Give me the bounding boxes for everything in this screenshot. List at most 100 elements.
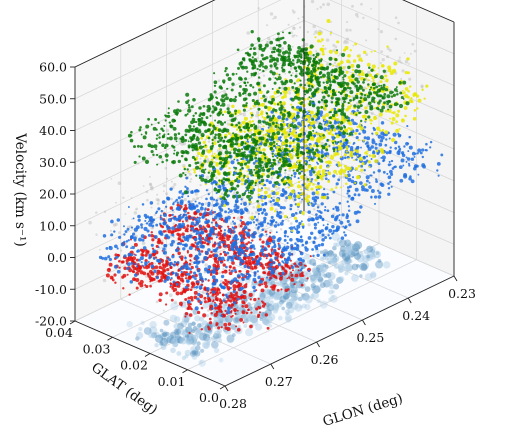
data-point bbox=[314, 116, 318, 119]
floor-intensity-mark bbox=[339, 239, 347, 248]
data-point bbox=[360, 72, 365, 77]
data-point bbox=[196, 209, 200, 213]
data-point bbox=[163, 213, 167, 218]
data-point bbox=[296, 224, 301, 229]
data-point bbox=[213, 198, 216, 201]
data-point bbox=[372, 150, 375, 153]
floor-intensity-mark bbox=[138, 326, 143, 332]
data-point bbox=[257, 188, 262, 192]
data-point bbox=[242, 251, 245, 255]
data-point bbox=[133, 238, 137, 242]
data-point bbox=[203, 286, 207, 290]
data-point bbox=[215, 236, 218, 239]
data-point bbox=[156, 240, 161, 245]
data-point bbox=[286, 264, 290, 269]
data-point bbox=[307, 189, 310, 192]
floor-intensity-mark bbox=[305, 271, 312, 278]
data-point bbox=[323, 90, 327, 94]
data-point bbox=[391, 137, 396, 143]
data-point bbox=[195, 227, 198, 231]
data-point bbox=[210, 288, 214, 292]
data-point bbox=[160, 241, 164, 245]
data-point bbox=[208, 211, 213, 216]
floor-intensity-mark bbox=[149, 326, 158, 335]
data-point bbox=[353, 104, 357, 108]
data-point bbox=[226, 258, 230, 262]
data-point bbox=[261, 196, 264, 199]
data-point bbox=[293, 175, 297, 178]
data-point bbox=[150, 185, 154, 189]
data-point bbox=[261, 304, 266, 308]
data-point bbox=[231, 256, 234, 260]
data-point bbox=[261, 252, 265, 256]
floor-intensity-mark bbox=[279, 283, 284, 287]
data-point bbox=[324, 119, 327, 122]
data-point bbox=[412, 116, 417, 121]
data-point bbox=[290, 271, 292, 274]
data-point bbox=[187, 305, 192, 310]
data-point bbox=[176, 261, 180, 264]
data-point bbox=[380, 183, 385, 188]
data-point bbox=[352, 44, 355, 47]
data-point bbox=[239, 208, 244, 213]
data-point bbox=[236, 327, 241, 332]
data-point bbox=[316, 206, 320, 209]
data-point bbox=[322, 3, 325, 7]
data-point bbox=[368, 66, 371, 70]
data-point bbox=[252, 257, 255, 261]
data-point bbox=[194, 217, 198, 221]
data-point bbox=[365, 87, 368, 90]
data-point bbox=[407, 71, 411, 75]
data-point bbox=[157, 207, 161, 211]
data-point bbox=[261, 200, 264, 203]
data-point bbox=[260, 97, 263, 100]
data-point bbox=[118, 266, 121, 269]
data-point bbox=[332, 231, 335, 235]
data-point bbox=[307, 269, 311, 272]
data-point bbox=[324, 226, 329, 230]
data-point bbox=[261, 301, 265, 304]
data-point bbox=[348, 121, 353, 126]
data-point bbox=[172, 163, 175, 166]
data-point bbox=[160, 209, 164, 213]
data-point bbox=[210, 312, 213, 315]
data-point bbox=[206, 296, 211, 301]
floor-intensity-mark bbox=[278, 315, 283, 321]
floor-intensity-mark bbox=[359, 274, 363, 278]
data-point bbox=[122, 287, 125, 290]
data-point bbox=[147, 274, 151, 278]
data-point bbox=[200, 328, 204, 331]
data-point bbox=[269, 12, 274, 16]
data-point bbox=[345, 28, 349, 32]
floor-intensity-mark bbox=[318, 275, 323, 280]
data-point bbox=[338, 201, 342, 205]
data-point bbox=[141, 156, 146, 161]
data-point bbox=[403, 106, 408, 110]
data-point bbox=[328, 49, 333, 54]
data-point bbox=[368, 154, 372, 157]
data-point bbox=[327, 145, 330, 148]
data-point bbox=[319, 164, 323, 168]
data-point bbox=[339, 155, 343, 158]
data-point bbox=[231, 314, 234, 317]
data-point bbox=[126, 266, 130, 271]
data-point bbox=[255, 162, 258, 165]
data-point bbox=[172, 236, 175, 239]
data-point bbox=[317, 182, 320, 185]
back-pane bbox=[75, 0, 304, 321]
data-point bbox=[214, 242, 217, 245]
data-point bbox=[420, 84, 424, 88]
data-point bbox=[300, 146, 304, 150]
data-point bbox=[329, 32, 332, 35]
floor-intensity-mark bbox=[325, 272, 332, 279]
floor-intensity-mark bbox=[344, 263, 353, 272]
data-point bbox=[291, 229, 294, 232]
floor-intensity-mark bbox=[199, 360, 203, 364]
data-point bbox=[126, 262, 131, 267]
data-point bbox=[287, 181, 290, 184]
data-point bbox=[332, 43, 336, 47]
y-grid-line bbox=[74, 210, 305, 322]
data-point bbox=[176, 276, 181, 280]
data-point bbox=[158, 134, 161, 137]
data-point bbox=[268, 141, 273, 146]
